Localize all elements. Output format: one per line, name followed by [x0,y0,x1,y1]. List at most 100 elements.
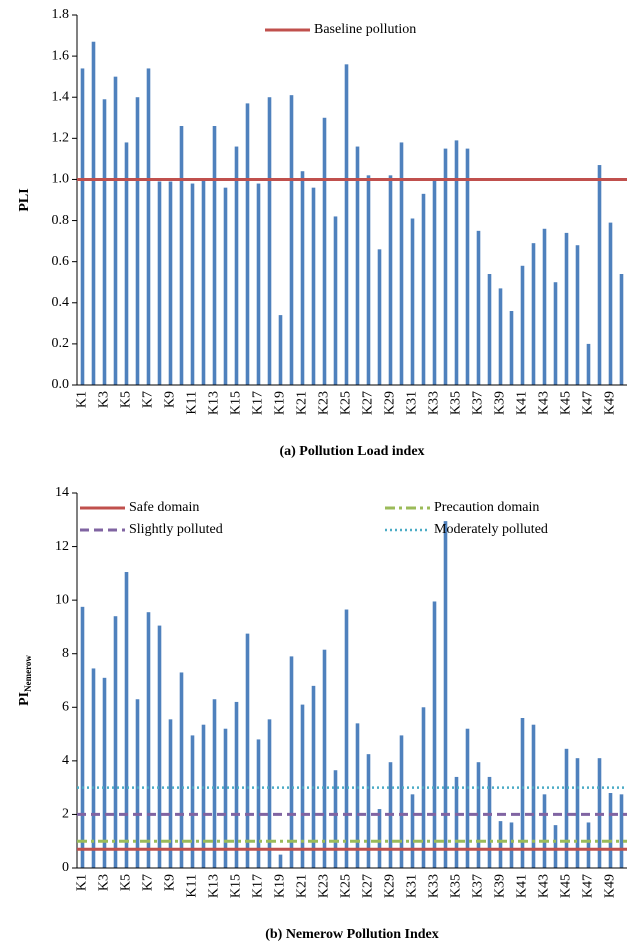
bar [564,232,569,385]
bar [465,728,470,868]
y-tick-label: 12 [55,539,69,554]
bar [157,625,162,868]
bar [300,171,305,385]
x-tick-label: K1 [75,874,90,891]
bar [311,685,316,868]
x-tick-label: K13 [207,391,222,415]
bar [168,181,173,385]
y-tick-label: 14 [55,485,69,500]
bar [124,142,129,385]
bar [223,728,228,868]
x-tick-label: K37 [471,874,486,898]
bar [366,175,371,385]
bar [212,126,217,385]
bar [366,754,371,868]
bar [476,230,481,385]
bar [542,228,547,385]
bar [201,179,206,385]
bar [399,735,404,868]
bar [410,218,415,385]
y-tick-label: 1.6 [52,48,70,63]
bar [608,793,613,868]
bar [135,699,140,868]
x-tick-label: K41 [515,391,530,415]
y-tick-label: 0.4 [52,295,70,310]
y-tick-label: 10 [55,592,69,607]
bar [498,288,503,385]
bar [201,724,206,868]
caption: (a) Pollution Load index [279,444,424,459]
x-tick-label: K37 [471,391,486,415]
x-tick-label: K15 [229,874,244,898]
y-tick-label: 0.8 [52,213,70,228]
bar [608,222,613,385]
x-tick-label: K29 [383,874,398,898]
bar [509,311,514,385]
bar [619,794,624,868]
legend-label: Baseline pollution [314,22,416,37]
bar [212,699,217,868]
x-tick-label: K33 [427,874,442,898]
x-tick-label: K35 [449,874,464,898]
x-tick-label: K47 [581,391,596,415]
bar [553,825,558,868]
bar [300,704,305,868]
bar [179,672,184,868]
x-tick-label: K5 [119,391,134,408]
x-tick-label: K1 [75,391,90,408]
bar [245,103,250,385]
y-tick-label: 0 [62,860,69,875]
x-tick-label: K13 [207,874,222,898]
bar [311,187,316,385]
x-tick-label: K19 [273,391,288,415]
x-tick-label: K25 [339,391,354,415]
bar [113,616,118,868]
x-tick-label: K27 [361,874,376,898]
bar [245,633,250,868]
x-tick-label: K43 [537,874,552,898]
bar [267,97,272,385]
legend-label: Precaution domain [434,500,539,515]
x-tick-label: K45 [559,391,574,415]
y-label-subscript: Nemerow [23,655,33,692]
x-tick-label: K35 [449,391,464,415]
x-tick-label: K9 [163,391,178,408]
bar [344,64,349,385]
bar [322,117,327,386]
x-tick-label: K17 [251,874,266,898]
bar [454,140,459,385]
bar [454,776,459,868]
y-tick-label: 1.8 [52,7,70,22]
bar [432,179,437,385]
bar [586,343,591,385]
bar [146,612,151,868]
bar [619,274,624,385]
x-tick-label: K17 [251,391,266,415]
bar [333,770,338,868]
bar [179,126,184,385]
bar [575,758,580,868]
bar [113,76,118,386]
x-tick-label: K7 [141,391,156,408]
bar [267,719,272,868]
bar [498,821,503,868]
y-tick-label: 1.2 [52,131,70,146]
x-tick-label: K31 [405,391,420,415]
y-tick-label: 4 [62,753,69,768]
bar [135,97,140,385]
bar [289,656,294,868]
x-tick-label: K21 [295,391,310,415]
bar [278,315,283,385]
bar [520,718,525,868]
bar [399,142,404,385]
y-label-main: PLI [17,188,32,211]
bar [322,649,327,868]
bar [575,245,580,385]
bar [91,668,96,868]
bar [190,735,195,868]
y-axis-label: PINemerow [17,655,33,706]
y-tick-label: 8 [62,646,69,661]
bar [168,719,173,868]
bar [553,282,558,385]
x-tick-label: K47 [581,874,596,898]
